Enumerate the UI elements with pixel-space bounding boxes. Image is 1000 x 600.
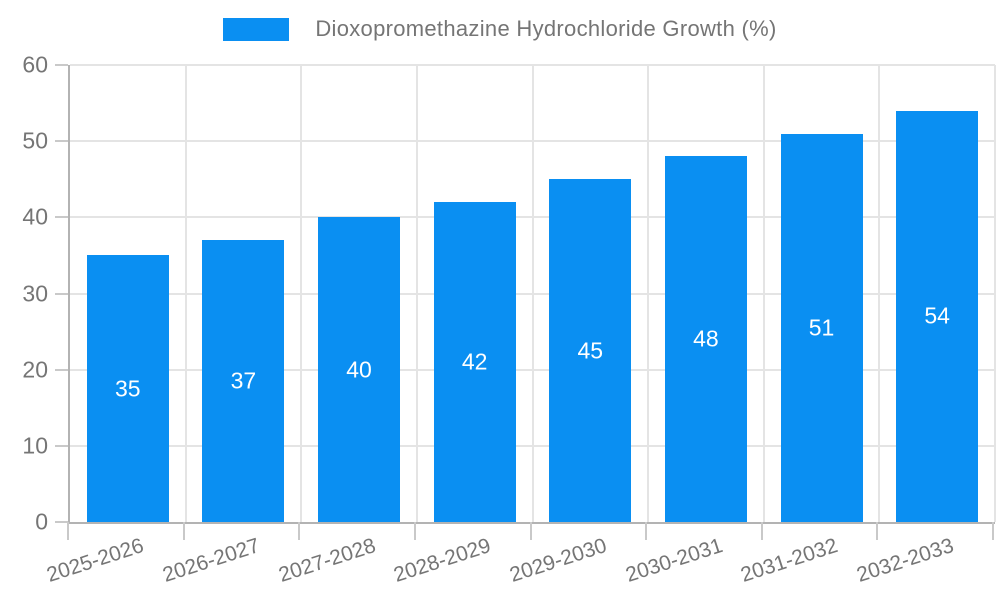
bar — [549, 179, 632, 522]
bar-value-label: 54 — [924, 302, 950, 329]
gridline-vertical — [531, 65, 534, 522]
bar — [318, 217, 401, 522]
gridline-vertical — [647, 65, 650, 522]
gridline-vertical — [415, 65, 418, 522]
bar-value-label: 37 — [230, 367, 257, 394]
y-axis-tick — [55, 292, 68, 295]
x-axis-tick — [645, 522, 648, 540]
bar-value-label: 51 — [808, 314, 835, 341]
bar-value-label: 40 — [346, 356, 372, 383]
y-axis-tick — [55, 444, 68, 447]
x-axis-label: 2031-2032 — [738, 534, 841, 587]
y-axis-tick — [55, 140, 68, 143]
y-axis-label: 10 — [22, 432, 48, 459]
x-axis-label: 2028-2029 — [391, 534, 494, 587]
x-axis-tick — [529, 522, 532, 540]
bar — [664, 156, 747, 522]
gridline-vertical — [300, 65, 303, 522]
bar — [433, 202, 516, 522]
y-axis-label: 20 — [22, 356, 48, 383]
y-axis-tick — [55, 216, 68, 219]
gridline-vertical — [184, 65, 187, 522]
x-axis-tick — [298, 522, 301, 540]
bar — [896, 110, 979, 522]
x-axis-tick — [876, 522, 879, 540]
y-axis-tick — [55, 64, 68, 66]
x-axis-label: 2025-2026 — [44, 534, 147, 587]
gridline-vertical — [994, 65, 996, 522]
bar-value-label: 35 — [115, 375, 141, 402]
bar — [86, 255, 169, 522]
bar-value-label: 42 — [461, 348, 488, 375]
y-axis-label: 30 — [22, 280, 48, 306]
x-axis-tick — [992, 522, 994, 540]
x-axis-tick — [67, 522, 69, 540]
x-axis-label: 2029-2030 — [506, 534, 610, 587]
y-axis-label: 60 — [22, 51, 48, 78]
x-axis-tick — [182, 522, 185, 540]
x-axis-tick — [760, 522, 763, 540]
bar — [780, 133, 863, 522]
y-axis-label: 50 — [22, 127, 48, 154]
y-axis-tick — [55, 368, 68, 371]
x-axis-label: 2026-2027 — [159, 534, 263, 587]
x-axis-label: 2027-2028 — [275, 534, 379, 587]
bar-value-label: 48 — [693, 325, 719, 352]
y-axis-label: 40 — [22, 203, 48, 230]
legend-swatch-icon — [223, 17, 290, 41]
x-axis-tick — [413, 522, 416, 540]
legend-series-label: Dioxopromethazine Hydrochloride Growth (… — [315, 16, 777, 41]
x-axis-label: 2030-2031 — [622, 534, 726, 587]
chart-legend: Dioxopromethazine Hydrochloride Growth (… — [0, 16, 1000, 42]
plot-area: 35 37 40 42 45 48 51 54 — [68, 64, 996, 524]
bar — [202, 240, 285, 522]
gridline-vertical — [878, 65, 881, 522]
x-axis-label: 2032-2033 — [853, 534, 957, 587]
y-axis-label: 0 — [35, 508, 48, 535]
bar-value-label: 45 — [577, 337, 604, 364]
gridline-vertical — [762, 65, 765, 522]
y-axis-tick — [55, 521, 68, 523]
